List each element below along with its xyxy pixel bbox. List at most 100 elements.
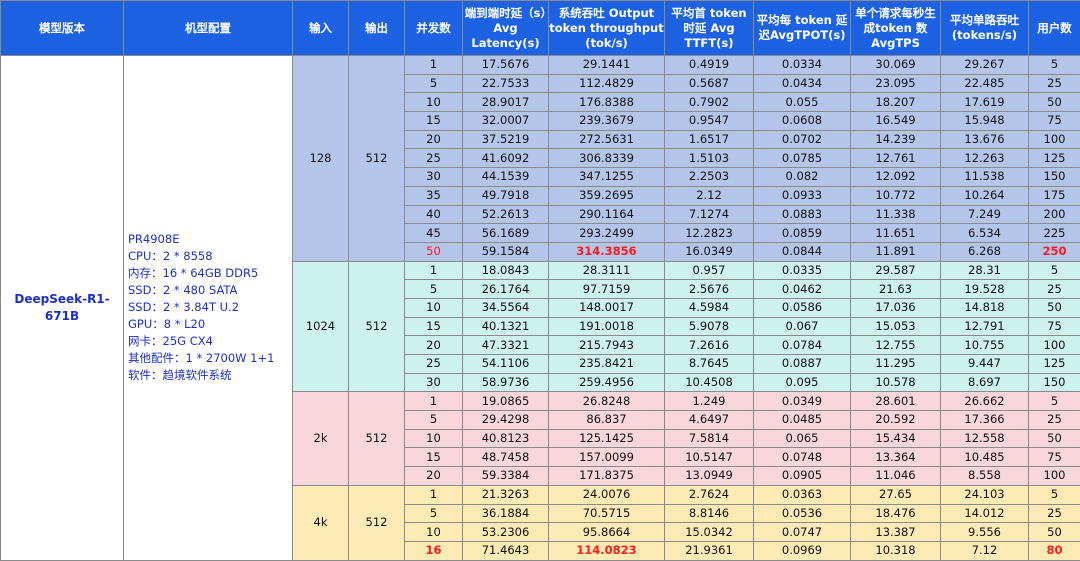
value-cell: 0.0784 bbox=[754, 336, 851, 355]
value-cell: 18.207 bbox=[851, 93, 941, 112]
value-cell: 75 bbox=[1029, 448, 1080, 467]
value-cell: 239.3679 bbox=[549, 112, 665, 131]
value-cell: 293.2499 bbox=[549, 224, 665, 243]
value-cell: 7.2616 bbox=[665, 336, 754, 355]
value-cell: 15.0342 bbox=[665, 523, 754, 542]
value-cell: 175 bbox=[1029, 186, 1080, 205]
value-cell: 100 bbox=[1029, 336, 1080, 355]
value-cell: 27.65 bbox=[851, 485, 941, 504]
value-cell: 29.267 bbox=[941, 56, 1029, 75]
value-cell: 28.9017 bbox=[463, 93, 549, 112]
value-cell: 75 bbox=[1029, 317, 1080, 336]
value-cell: 5 bbox=[405, 74, 463, 93]
value-cell: 25 bbox=[1029, 504, 1080, 523]
header-cell: 用户数 bbox=[1029, 1, 1080, 56]
value-cell: 11.295 bbox=[851, 355, 941, 374]
config-line: 其他配件：1 * 2700W 1+1 bbox=[128, 350, 292, 367]
value-cell: 2.7624 bbox=[665, 485, 754, 504]
value-cell: 150 bbox=[1029, 168, 1080, 187]
value-cell: 2.5676 bbox=[665, 280, 754, 299]
value-cell: 7.1274 bbox=[665, 205, 754, 224]
value-cell: 40 bbox=[405, 205, 463, 224]
value-cell: 30.069 bbox=[851, 56, 941, 75]
value-cell: 112.4829 bbox=[549, 74, 665, 93]
value-cell: 58.9736 bbox=[463, 373, 549, 392]
value-cell: 95.8664 bbox=[549, 523, 665, 542]
value-cell: 15 bbox=[405, 112, 463, 131]
output-cell: 512 bbox=[349, 56, 405, 262]
value-cell: 59.3384 bbox=[463, 467, 549, 486]
value-cell: 53.2306 bbox=[463, 523, 549, 542]
value-cell: 20 bbox=[405, 467, 463, 486]
input-cell: 1024 bbox=[293, 261, 349, 392]
config-line: PR4908E bbox=[128, 231, 292, 248]
value-cell: 19.528 bbox=[941, 280, 1029, 299]
value-cell: 41.6092 bbox=[463, 149, 549, 168]
value-cell: 1 bbox=[405, 261, 463, 280]
value-cell: 21.9361 bbox=[665, 541, 754, 560]
value-cell: 50 bbox=[405, 242, 463, 261]
value-cell: 0.0485 bbox=[754, 411, 851, 430]
value-cell: 148.0017 bbox=[549, 298, 665, 317]
value-cell: 5 bbox=[405, 411, 463, 430]
value-cell: 22.7533 bbox=[463, 74, 549, 93]
value-cell: 6.268 bbox=[941, 242, 1029, 261]
value-cell: 9.447 bbox=[941, 355, 1029, 374]
value-cell: 259.4956 bbox=[549, 373, 665, 392]
value-cell: 0.0335 bbox=[754, 261, 851, 280]
value-cell: 12.2823 bbox=[665, 224, 754, 243]
value-cell: 24.0076 bbox=[549, 485, 665, 504]
value-cell: 70.5715 bbox=[549, 504, 665, 523]
value-cell: 10.5147 bbox=[665, 448, 754, 467]
value-cell: 52.2613 bbox=[463, 205, 549, 224]
value-cell: 25 bbox=[1029, 411, 1080, 430]
value-cell: 13.676 bbox=[941, 130, 1029, 149]
value-cell: 20.592 bbox=[851, 411, 941, 430]
value-cell: 8.558 bbox=[941, 467, 1029, 486]
value-cell: 24.103 bbox=[941, 485, 1029, 504]
value-cell: 10.264 bbox=[941, 186, 1029, 205]
value-cell: 2.12 bbox=[665, 186, 754, 205]
value-cell: 10.772 bbox=[851, 186, 941, 205]
header-cell: 机型配置 bbox=[124, 1, 293, 56]
value-cell: 10.485 bbox=[941, 448, 1029, 467]
header-cell: 平均首 token 时延 Avg TTFT(s) bbox=[665, 1, 754, 56]
value-cell: 0.0434 bbox=[754, 74, 851, 93]
value-cell: 0.0785 bbox=[754, 149, 851, 168]
input-cell: 2k bbox=[293, 392, 349, 485]
value-cell: 1 bbox=[405, 485, 463, 504]
value-cell: 0.082 bbox=[754, 168, 851, 187]
value-cell: 114.0823 bbox=[549, 541, 665, 560]
value-cell: 5 bbox=[405, 280, 463, 299]
value-cell: 6.534 bbox=[941, 224, 1029, 243]
value-cell: 40.8123 bbox=[463, 429, 549, 448]
value-cell: 1.249 bbox=[665, 392, 754, 411]
value-cell: 11.651 bbox=[851, 224, 941, 243]
value-cell: 272.5631 bbox=[549, 130, 665, 149]
value-cell: 0.5687 bbox=[665, 74, 754, 93]
value-cell: 19.0865 bbox=[463, 392, 549, 411]
value-cell: 1.5103 bbox=[665, 149, 754, 168]
config-line: SSD：2 * 480 SATA bbox=[128, 282, 292, 299]
value-cell: 29.587 bbox=[851, 261, 941, 280]
value-cell: 32.0007 bbox=[463, 112, 549, 131]
value-cell: 17.036 bbox=[851, 298, 941, 317]
value-cell: 1.6517 bbox=[665, 130, 754, 149]
value-cell: 25 bbox=[405, 149, 463, 168]
value-cell: 26.8248 bbox=[549, 392, 665, 411]
value-cell: 10.755 bbox=[941, 336, 1029, 355]
value-cell: 50 bbox=[1029, 523, 1080, 542]
value-cell: 5 bbox=[1029, 392, 1080, 411]
value-cell: 0.9547 bbox=[665, 112, 754, 131]
value-cell: 48.7458 bbox=[463, 448, 549, 467]
header-cell: 平均单路吞吐 (tokens/s) bbox=[941, 1, 1029, 56]
value-cell: 14.818 bbox=[941, 298, 1029, 317]
value-cell: 25 bbox=[1029, 280, 1080, 299]
value-cell: 17.5676 bbox=[463, 56, 549, 75]
value-cell: 100 bbox=[1029, 130, 1080, 149]
value-cell: 157.0099 bbox=[549, 448, 665, 467]
value-cell: 171.8375 bbox=[549, 467, 665, 486]
value-cell: 5 bbox=[1029, 56, 1080, 75]
